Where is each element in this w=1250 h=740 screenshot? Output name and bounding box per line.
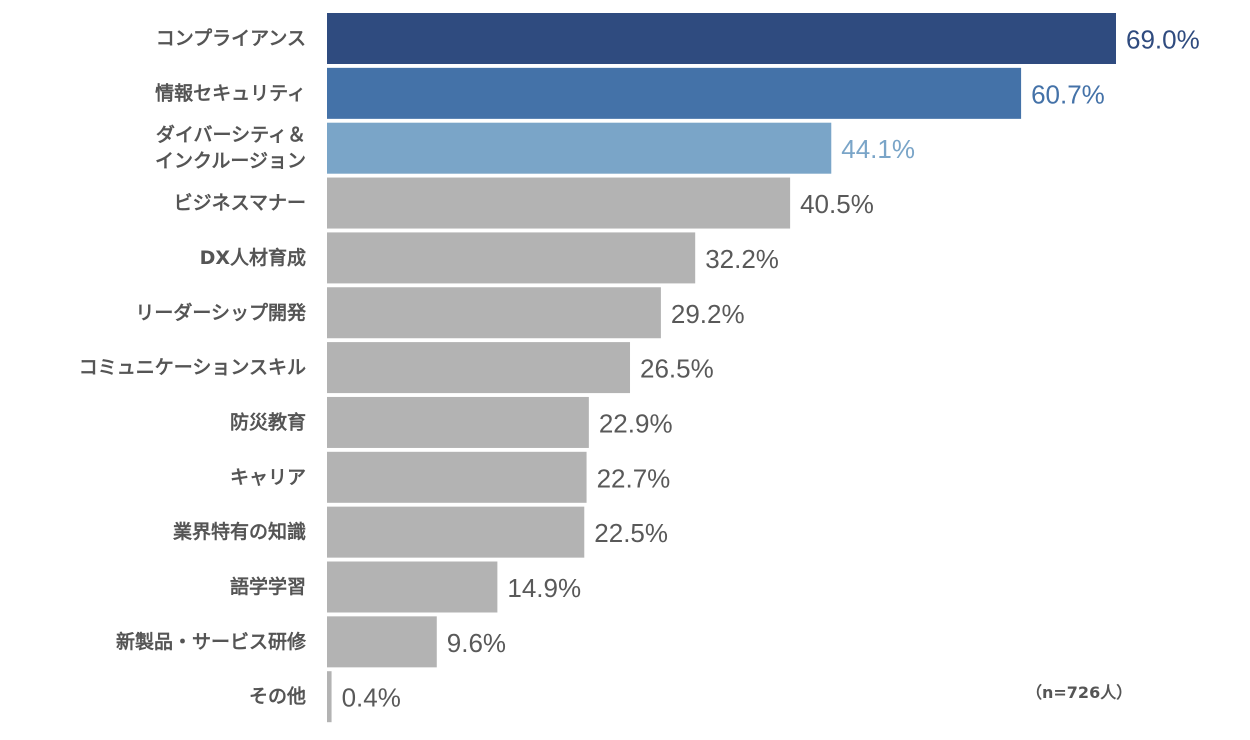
value-label-10: 14.9% <box>507 573 581 603</box>
bar-0 <box>327 13 1116 64</box>
value-label-9: 22.5% <box>594 518 668 548</box>
category-label-11: 新製品・サービス研修 <box>116 630 307 653</box>
value-label-12: 0.4% <box>342 683 401 713</box>
bar-5 <box>327 287 661 339</box>
bar-6 <box>327 342 631 394</box>
value-label-6: 26.5% <box>640 354 714 384</box>
category-label-7: 防災教育 <box>230 410 306 433</box>
category-label-line: ダイバーシティ＆ <box>156 123 306 146</box>
value-label-8: 22.7% <box>597 463 671 493</box>
sample-size-note: （n=726人） <box>1026 683 1133 702</box>
value-label-11: 9.6% <box>447 628 506 658</box>
category-label-6: コミュニケーションスキル <box>79 357 306 379</box>
bar-11 <box>327 616 437 668</box>
category-label-line: コミュニケーションスキル <box>79 357 306 379</box>
category-label-12: その他 <box>249 685 306 708</box>
category-label-line: その他 <box>249 685 306 708</box>
category-label-10: 語学学習 <box>230 575 306 598</box>
bar-8 <box>327 451 587 503</box>
category-label-line: 防災教育 <box>230 410 306 433</box>
category-label-5: リーダーシップ開発 <box>135 301 307 324</box>
bar-9 <box>327 506 585 558</box>
value-label-1: 60.7% <box>1031 79 1105 109</box>
value-label-4: 32.2% <box>705 244 779 274</box>
bar-1 <box>327 67 1022 119</box>
category-label-4: DX人材育成 <box>200 246 306 269</box>
bar-10 <box>327 561 498 613</box>
category-label-3: ビジネスマナー <box>174 192 306 214</box>
category-label-9: 業界特有の知識 <box>172 520 306 543</box>
bar-3 <box>327 177 791 229</box>
category-label-line: コンプライアンス <box>156 27 306 50</box>
category-label-line: 業界特有の知識 <box>172 520 306 543</box>
bar-2 <box>327 122 832 174</box>
bar-4 <box>327 232 696 284</box>
category-label-line: 新製品・サービス研修 <box>116 630 307 653</box>
bar-12 <box>327 671 332 723</box>
bar-7 <box>327 396 589 448</box>
category-label-line: リーダーシップ開発 <box>135 301 307 324</box>
category-label-line: ビジネスマナー <box>174 192 306 214</box>
category-label-8: キャリア <box>230 466 306 488</box>
value-label-7: 22.9% <box>599 408 673 438</box>
category-label-line: キャリア <box>230 466 306 488</box>
category-label-line: 語学学習 <box>230 575 306 598</box>
category-label-line: インクルージョン <box>155 150 306 172</box>
value-label-5: 29.2% <box>671 299 745 329</box>
category-label-line: 情報セキュリティ <box>155 81 306 104</box>
category-label-0: コンプライアンス <box>156 27 306 50</box>
value-label-3: 40.5% <box>800 189 874 219</box>
value-label-0: 69.0% <box>1126 25 1200 55</box>
bars-group <box>327 13 1116 723</box>
value-label-2: 44.1% <box>841 134 915 164</box>
category-label-1: 情報セキュリティ <box>155 81 306 104</box>
value-labels-group: 69.0% 60.7% 44.1% 40.5% 32.2% 29.2% 26.5% 22.9%… <box>342 25 1200 713</box>
category-label-line: DX人材育成 <box>200 246 306 269</box>
category-label-2: ダイバーシティ＆ インクルージョン <box>155 123 306 172</box>
